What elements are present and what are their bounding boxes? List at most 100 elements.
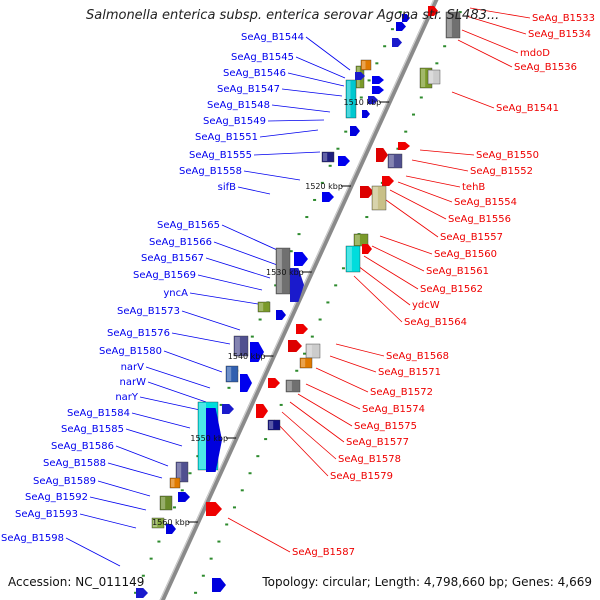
topology-label: Topology: circular; Length: 4,798,660 bp…	[262, 575, 592, 589]
gene-label-forward[interactable]: SeAg_B1573	[117, 306, 180, 317]
gene-label-reverse[interactable]: SeAg_B1560	[434, 249, 497, 260]
gene-label-reverse[interactable]: SeAg_B1534	[528, 29, 591, 40]
track-dot	[375, 62, 379, 65]
gene-label-forward[interactable]: sifB	[218, 182, 237, 193]
gene-label-forward[interactable]: SeAg_B1548	[207, 100, 270, 111]
gene-label-reverse[interactable]: ydcW	[412, 300, 440, 311]
gene-label-forward[interactable]: SeAg_B1565	[157, 220, 220, 231]
gene-label-forward[interactable]: SeAg_B1566	[149, 237, 212, 248]
accession-label: Accession: NC_011149	[8, 575, 145, 589]
gene-label-forward[interactable]: narV	[121, 362, 145, 373]
leader-line	[305, 36, 351, 71]
gene-label-reverse[interactable]: SeAg_B1564	[404, 317, 467, 328]
gene-label-reverse[interactable]: SeAg_B1578	[338, 454, 401, 465]
leader-line	[419, 149, 475, 156]
gene-label-forward[interactable]: SeAg_B1567	[141, 253, 204, 264]
leader-line	[295, 56, 346, 79]
leader-line	[97, 480, 151, 497]
gene-block-shine	[171, 479, 175, 487]
gene-label-reverse[interactable]: SeAg_B1536	[514, 62, 577, 73]
gene-label-forward[interactable]: SeAg_B1589	[33, 476, 96, 487]
gene-arrow	[338, 156, 350, 166]
gene-label-reverse[interactable]: SeAg_B1579	[330, 471, 393, 482]
gene-label-forward[interactable]: yncA	[163, 288, 188, 299]
gene-label-reverse[interactable]: SeAg_B1552	[470, 166, 533, 177]
gene-label-forward[interactable]: SeAg_B1549	[203, 116, 266, 127]
gene-block	[305, 343, 321, 359]
gene-label-forward[interactable]: SeAg_B1569	[133, 270, 196, 281]
gene-block-shine	[389, 155, 394, 167]
leader-line	[131, 412, 191, 429]
gene-label-forward[interactable]: SeAg_B1584	[67, 408, 130, 419]
gene-label-forward[interactable]: narY	[115, 392, 139, 403]
gene-label-forward[interactable]: SeAg_B1547	[217, 84, 280, 95]
gene-label-reverse[interactable]: SeAg_B1554	[454, 197, 517, 208]
gene-label-forward[interactable]: SeAg_B1585	[61, 424, 124, 435]
gene-label-forward[interactable]: SeAg_B1555	[189, 150, 252, 161]
gene-block	[151, 517, 165, 529]
track-dot	[412, 113, 416, 116]
gene-block	[169, 477, 181, 489]
gene-label-forward[interactable]: SeAg_B1598	[1, 533, 64, 544]
gene-label-forward[interactable]: SeAg_B1545	[231, 52, 294, 63]
gene-block	[360, 59, 372, 71]
gene-label-reverse[interactable]: mdoD	[520, 48, 550, 59]
gene-label-reverse[interactable]: SeAg_B1575	[354, 421, 417, 432]
leader-line	[163, 350, 223, 373]
gene-label-reverse[interactable]: SeAg_B1561	[426, 266, 489, 277]
track-dot	[201, 574, 205, 577]
gene-label-reverse[interactable]: SeAg_B1568	[386, 351, 449, 362]
gene-label-forward[interactable]: SeAg_B1558	[179, 166, 242, 177]
track-dot	[303, 352, 307, 355]
leader-line	[145, 366, 211, 389]
gene-label-forward[interactable]: SeAg_B1546	[223, 68, 286, 79]
gene-label-forward[interactable]: SeAg_B1576	[107, 328, 170, 339]
track-dot	[398, 11, 402, 14]
gene-label-reverse[interactable]: SeAg_B1572	[370, 387, 433, 398]
gene-block-shine	[355, 235, 360, 245]
leader-line	[379, 235, 433, 255]
gene-arrow	[268, 378, 280, 388]
leader-line	[107, 462, 163, 479]
gene-label-reverse[interactable]: SeAg_B1541	[496, 103, 559, 114]
gene-label-reverse[interactable]: SeAg_B1550	[476, 150, 539, 161]
gene-label-forward[interactable]: narW	[120, 377, 147, 388]
leader-line	[329, 355, 377, 373]
gene-arrow	[392, 38, 402, 47]
gene-label-forward[interactable]: SeAg_B1544	[241, 32, 304, 43]
track-dot	[157, 540, 161, 543]
leader-line	[389, 189, 447, 220]
leader-line	[469, 7, 531, 19]
track-dot	[383, 45, 387, 48]
track-dot	[320, 181, 324, 184]
gene-label-reverse[interactable]: SeAg_B1533	[532, 13, 595, 24]
track-dot	[458, 11, 462, 14]
gene-label-reverse[interactable]: SeAg_B1577	[346, 437, 409, 448]
gene-label-forward[interactable]: SeAg_B1580	[99, 346, 162, 357]
track-dot	[390, 28, 394, 31]
gene-label-reverse[interactable]: SeAg_B1574	[362, 404, 425, 415]
leader-line	[171, 332, 231, 345]
gene-block	[345, 79, 357, 119]
gene-label-reverse[interactable]: SeAg_B1562	[420, 284, 483, 295]
gene-block-shine	[161, 497, 166, 509]
track-dot	[141, 574, 145, 577]
gene-label-reverse[interactable]: SeAg_B1557	[440, 232, 503, 243]
gene-label-reverse[interactable]: SeAg_B1571	[378, 367, 441, 378]
gene-arrow	[136, 588, 148, 598]
gene-arrow	[372, 76, 384, 84]
gene-label-forward[interactable]: SeAg_B1551	[195, 132, 258, 143]
gene-label-reverse[interactable]: tehB	[462, 182, 485, 193]
gene-label-reverse[interactable]: SeAg_B1556	[448, 214, 511, 225]
gene-arrow	[362, 244, 372, 254]
gene-label-forward[interactable]: SeAg_B1592	[25, 492, 88, 503]
leader-line	[397, 181, 453, 203]
track-dot	[274, 284, 278, 287]
gene-label-reverse[interactable]: SeAg_B1587	[292, 547, 355, 558]
gene-block-shine	[199, 403, 206, 469]
gene-label-forward[interactable]: SeAg_B1588	[43, 458, 106, 469]
gene-label-forward[interactable]: SeAg_B1593	[15, 509, 78, 520]
gene-label-forward[interactable]: SeAg_B1586	[51, 441, 114, 452]
gene-arrow	[322, 192, 334, 202]
